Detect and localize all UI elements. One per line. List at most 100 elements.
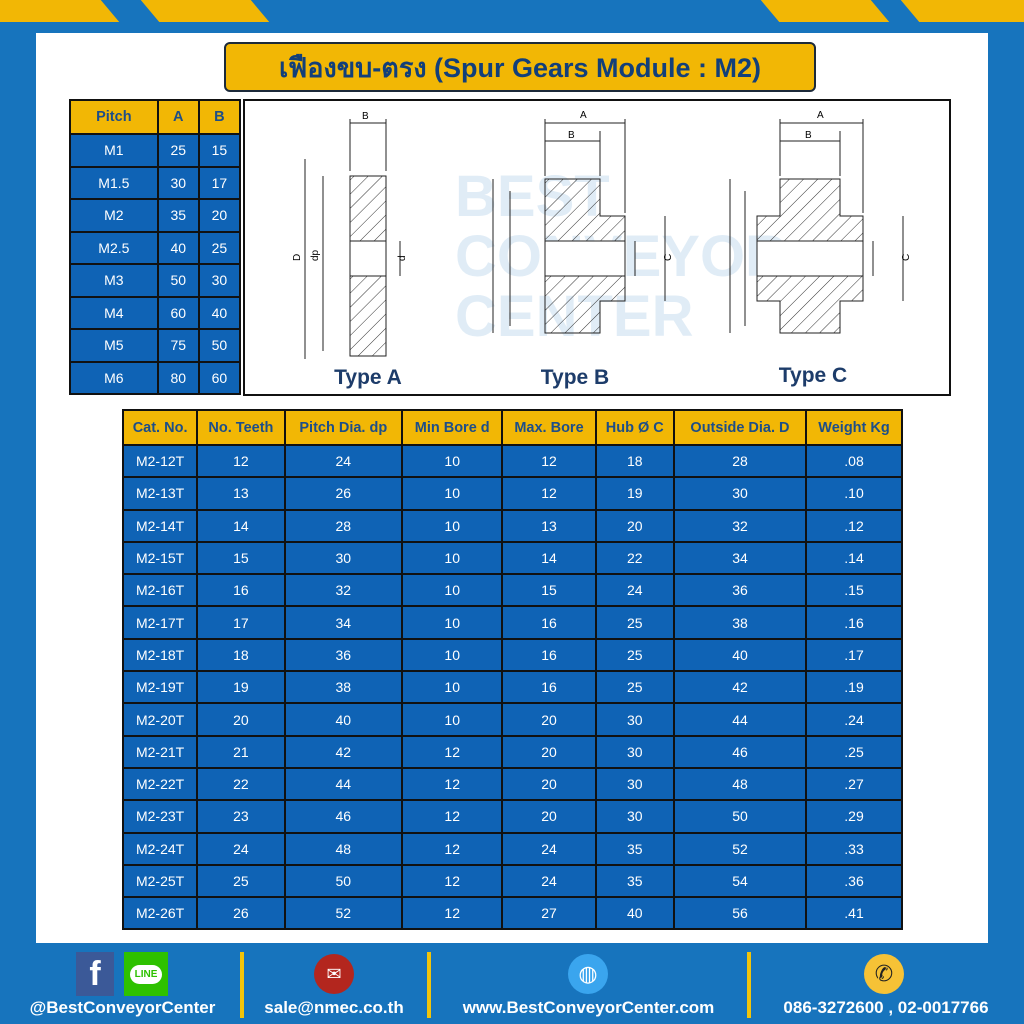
table-row: M1.5 30 17: [69, 165, 242, 200]
col-header: A: [156, 99, 200, 135]
label-dp: dp: [310, 249, 321, 261]
col-header: Max. Bore: [501, 409, 597, 446]
page-title: เฟืองขบ-ตรง (Spur Gears Module : M2): [224, 42, 816, 92]
table-cell: 14: [501, 540, 597, 576]
table-row: M2-25T 25 50 12 24 35 54.36: [121, 863, 903, 899]
table-cell: 24: [501, 863, 597, 899]
table-cell: 30: [197, 263, 242, 298]
table-cell: 35: [594, 831, 675, 866]
table-cell: 28: [283, 508, 403, 543]
table-cell: .10: [805, 476, 903, 511]
line-icon[interactable]: LINE: [124, 952, 168, 996]
table-cell: .19: [805, 670, 903, 705]
decor-stripe: [900, 0, 1024, 22]
table-cell: 24: [501, 831, 597, 866]
table-row: M2-18T 18 36 10 16 25 40.17: [121, 637, 903, 673]
divider: [747, 952, 751, 1018]
table-cell: 17: [196, 605, 286, 640]
table-cell: 50: [156, 263, 200, 298]
col-header: Outside Dia. D: [672, 409, 808, 446]
table-cell: M2-13T: [121, 476, 199, 511]
table-cell: 40: [197, 295, 242, 330]
label-c: C: [901, 254, 912, 261]
table-cell: M4: [69, 295, 159, 330]
website-link[interactable]: ◍ www.BestConveyorCenter.com: [436, 950, 741, 1024]
table-row: M5 75 50: [69, 328, 242, 363]
table-row: M2-13T 13 26 10 12 19 30.10: [121, 476, 903, 511]
globe-icon: ◍: [568, 954, 608, 994]
footer: f LINE @BestConveyorCenter ✉ sale@nmec.c…: [0, 950, 1024, 1024]
table-row: M2-12T 12 24 10 12 18 28.08: [121, 443, 903, 479]
decor-stripe: [140, 0, 270, 22]
divider: [240, 952, 244, 1018]
table-cell: 40: [156, 230, 200, 265]
table-cell: .12: [805, 508, 903, 543]
table-cell: 30: [283, 540, 403, 576]
table-cell: 25: [197, 230, 242, 265]
type-a-label: Type A: [334, 366, 402, 389]
table-cell: 12: [400, 766, 504, 802]
table-cell: 15: [196, 540, 286, 576]
table-cell: 50: [672, 799, 808, 834]
table-cell: .29: [805, 799, 903, 834]
table-cell: 19: [196, 670, 286, 705]
table-cell: 12: [400, 799, 504, 834]
table-row: M2-24T 24 48 12 24 35 52.33: [121, 831, 903, 866]
table-cell: 25: [196, 863, 286, 899]
table-cell: 25: [594, 670, 675, 705]
label-c: C: [663, 254, 674, 261]
table-cell: 12: [196, 443, 286, 479]
label-d-outside: D: [292, 254, 303, 261]
label-a: A: [817, 110, 824, 121]
table-cell: 24: [196, 831, 286, 866]
table-cell: 52: [283, 896, 403, 931]
email-link[interactable]: ✉ sale@nmec.co.th: [248, 950, 420, 1024]
table-row: M2-19T 19 38 10 16 25 42.19: [121, 670, 903, 705]
table-cell: .16: [805, 605, 903, 640]
table-cell: 20: [501, 734, 597, 769]
table-cell: 30: [594, 766, 675, 802]
table-cell: 16: [501, 637, 597, 673]
email-text: sale@nmec.co.th: [264, 998, 404, 1017]
table-cell: 12: [501, 443, 597, 479]
table-row: M2 35 20: [69, 198, 242, 233]
table-cell: 14: [196, 508, 286, 543]
table-cell: 21: [196, 734, 286, 769]
table-cell: 42: [283, 734, 403, 769]
decor-stripe: [760, 0, 890, 22]
table-cell: 10: [400, 443, 504, 479]
table-row: M2-17T 17 34 10 16 25 38.16: [121, 605, 903, 640]
facebook-icon[interactable]: f: [76, 952, 114, 996]
table-header: Cat. No. No. Teeth Pitch Dia. dp Min Bore d…: [121, 409, 903, 446]
table-row: M2-22T 22 44 12 20 30 48.27: [121, 766, 903, 802]
table-cell: 10: [400, 637, 504, 673]
table-cell: M2-15T: [121, 540, 199, 576]
table-cell: 15: [197, 133, 242, 168]
table-cell: 30: [156, 165, 200, 200]
social-handle: @BestConveyorCenter: [29, 998, 216, 1017]
table-cell: 56: [672, 896, 808, 931]
table-cell: M2.5: [69, 230, 159, 265]
table-cell: 22: [594, 540, 675, 576]
table-cell: 12: [400, 863, 504, 899]
table-cell: 20: [501, 766, 597, 802]
table-cell: 36: [283, 637, 403, 673]
website-text: www.BestConveyorCenter.com: [462, 998, 715, 1017]
table-cell: .15: [805, 573, 903, 608]
phone-link[interactable]: ✆ 086-3272600 , 02-0017766: [758, 950, 1014, 1024]
table-cell: 34: [672, 540, 808, 576]
type-b-label: Type B: [541, 366, 609, 389]
table-cell: M2-20T: [121, 702, 199, 737]
table-cell: 48: [672, 766, 808, 802]
table-cell: 12: [400, 734, 504, 769]
table-cell: M2-22T: [121, 766, 199, 802]
email-icon: ✉: [314, 954, 354, 994]
table-cell: 26: [196, 896, 286, 931]
table-cell: 60: [197, 360, 242, 395]
table-cell: 36: [672, 573, 808, 608]
table-cell: 52: [672, 831, 808, 866]
social-link[interactable]: f LINE @BestConveyorCenter: [10, 950, 235, 1024]
col-header: Hub Ø C: [594, 409, 675, 446]
label-a: A: [580, 110, 587, 121]
table-cell: 34: [283, 605, 403, 640]
